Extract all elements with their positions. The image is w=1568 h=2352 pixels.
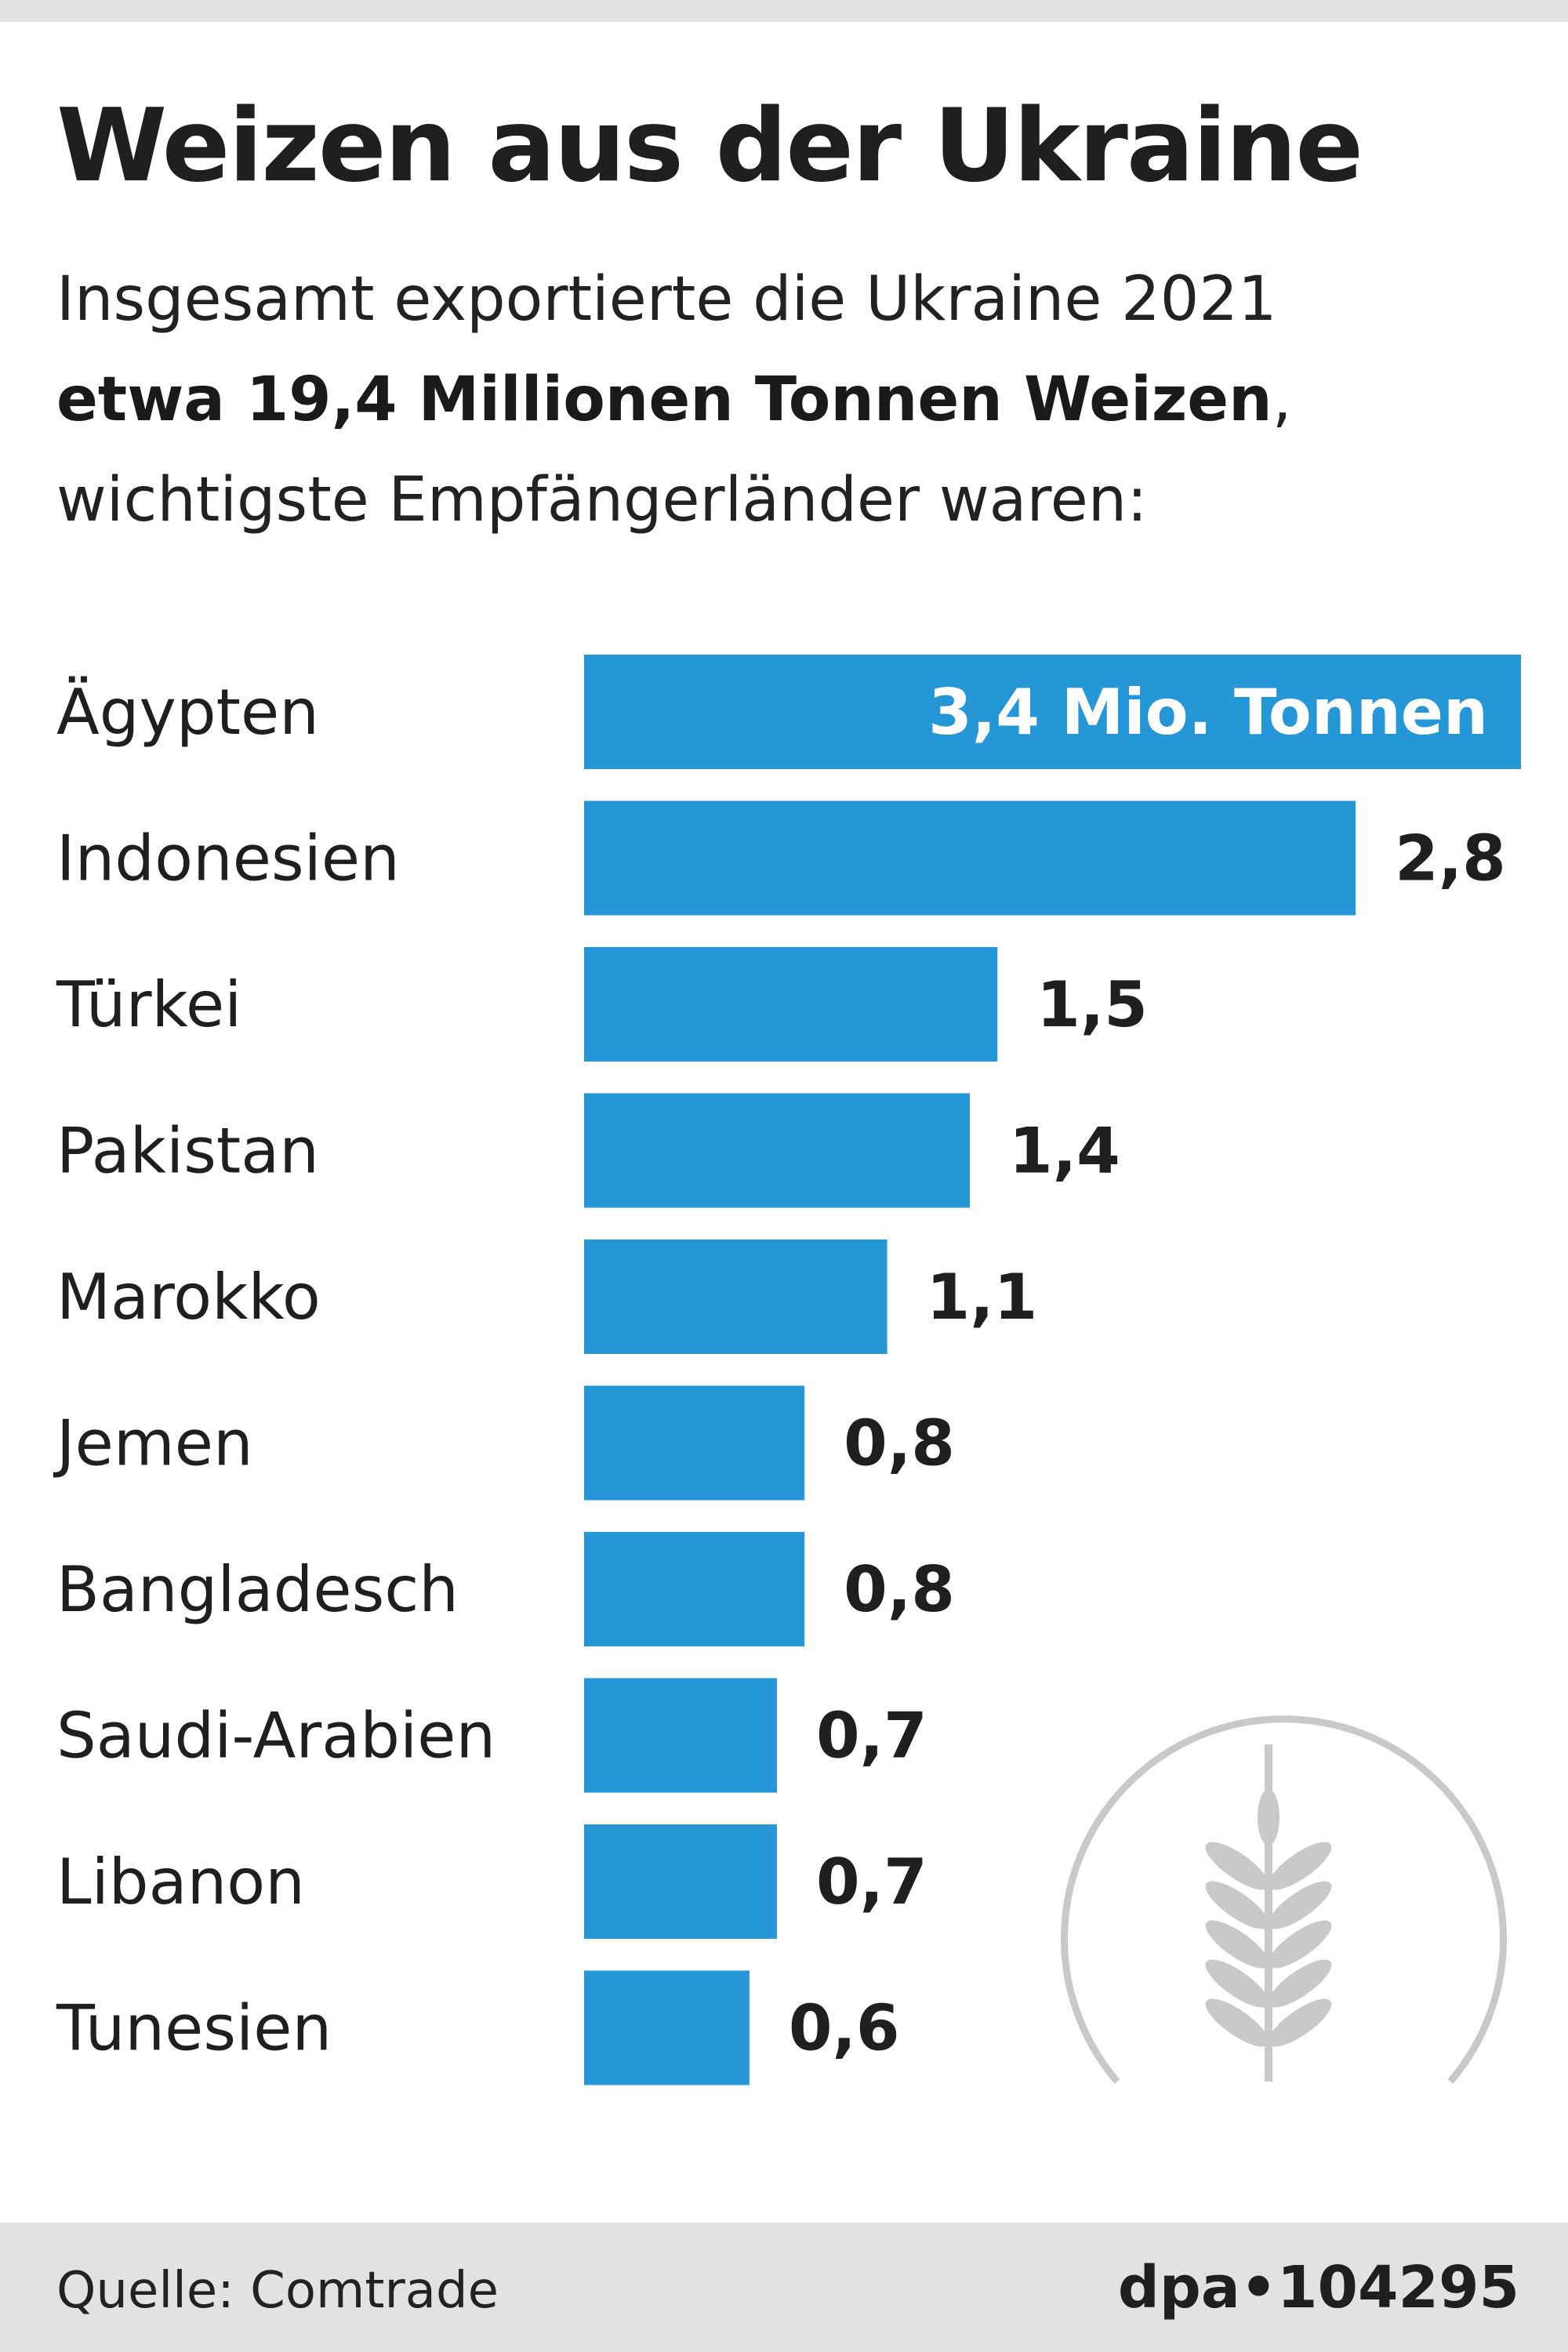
- wheat-grain: [1268, 1920, 1332, 1969]
- subtitle-emphasis: etwa 19,4 Millionen Tonnen Weizen: [56, 365, 1272, 435]
- category-label: Ägypten: [56, 676, 319, 749]
- category-label: Libanon: [56, 1846, 305, 1918]
- wheat-tip-grain: [1258, 1789, 1279, 1846]
- wheat-grain: [1268, 1959, 1332, 2008]
- category-label: Bangladesch: [56, 1553, 459, 1626]
- bar: [584, 1970, 750, 2085]
- source-label: Quelle: Comtrade: [56, 2262, 499, 2320]
- value-label: 1,5: [1036, 968, 1148, 1041]
- wheat-icon: [1061, 1715, 1507, 2084]
- wheat-arc: [1061, 1715, 1507, 2084]
- wheat-grain: [1205, 1842, 1269, 1890]
- subtitle-line-1: Insgesamt exportierte die Ukraine 2021: [56, 264, 1277, 335]
- value-label: 0,6: [789, 1992, 900, 2065]
- subtitle-comma: ,: [1272, 365, 1292, 435]
- value-label: 0,8: [844, 1553, 955, 1626]
- category-label: Marokko: [56, 1261, 321, 1334]
- bar: [584, 1240, 887, 1354]
- value-label: 1,4: [1009, 1115, 1120, 1188]
- bar: [584, 1824, 778, 1939]
- value-label: 0,7: [816, 1700, 927, 1773]
- bar-chart: Ägypten 3,4 Mio. Tonnen Indonesien 2,8 Türke…: [53, 655, 1521, 2085]
- wheat-grain: [1205, 1998, 1269, 2047]
- bar: [584, 947, 998, 1062]
- chart-title: Weizen aus der Ukraine: [56, 88, 1363, 205]
- bar: [584, 655, 1521, 769]
- category-label: Pakistan: [56, 1115, 319, 1188]
- category-label: Saudi-Arabien: [56, 1700, 495, 1773]
- credit-label: dpa•104295: [1117, 2254, 1519, 2321]
- bar-group: Ägypten 3,4 Mio. Tonnen Indonesien 2,8 Türke…: [53, 655, 1521, 2085]
- bar: [584, 800, 1356, 916]
- value-label: 1,1: [927, 1261, 1038, 1334]
- category-label: Jemen: [53, 1407, 253, 1480]
- footer-bar: Quelle: Comtrade dpa•104295: [0, 2223, 1568, 2352]
- category-label: Tunesien: [56, 1992, 332, 2065]
- value-label: 0,7: [816, 1846, 927, 1918]
- value-label: 0,8: [844, 1407, 955, 1480]
- wheat-grain: [1205, 1920, 1269, 1969]
- bar: [584, 1093, 971, 1208]
- top-rule: [0, 0, 1568, 22]
- wheat-grain: [1205, 1881, 1269, 1929]
- wheat-grain: [1268, 1998, 1332, 2047]
- wheat-grain: [1268, 1842, 1332, 1890]
- chart-subtitle: Insgesamt exportierte die Ukraine 2021 e…: [56, 249, 1515, 550]
- category-label: Indonesien: [56, 822, 400, 895]
- bar: [584, 1678, 778, 1793]
- bar: [584, 1385, 805, 1501]
- subtitle-line-3: wichtigste Empfängerländer waren:: [56, 465, 1148, 535]
- bar: [584, 1532, 805, 1646]
- value-label: 2,8: [1395, 822, 1506, 895]
- wheat-grain: [1268, 1881, 1332, 1929]
- wheat-grain: [1205, 1959, 1269, 2008]
- category-label: Türkei: [56, 968, 241, 1041]
- value-label: 3,4 Mio. Tonnen: [928, 676, 1488, 749]
